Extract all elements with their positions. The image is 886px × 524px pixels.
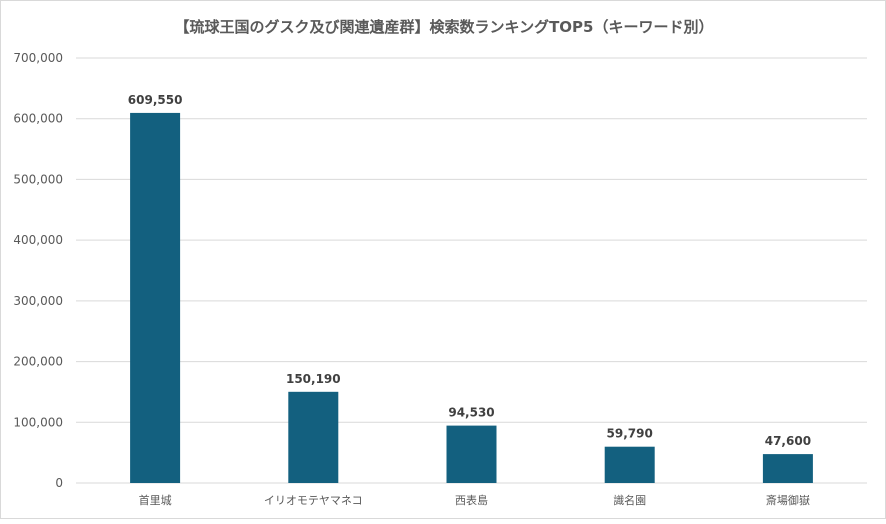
x-tick-label: 西表島 — [455, 493, 488, 507]
y-tick-label: 500,000 — [13, 172, 63, 186]
x-tick-label: 首里城 — [139, 493, 172, 507]
data-label: 47,600 — [765, 434, 811, 448]
y-tick-label: 400,000 — [13, 233, 63, 247]
chart-title: 【琉球王国のグスク及び関連遺産群】検索数ランキングTOP5（キーワード別） — [175, 18, 714, 36]
x-tick-label: 識名園 — [613, 493, 646, 507]
data-label: 94,530 — [448, 406, 494, 420]
data-label: 59,790 — [607, 427, 653, 441]
y-tick-label: 100,000 — [13, 415, 63, 429]
data-label: 609,550 — [128, 93, 183, 107]
bar — [130, 112, 181, 483]
data-label: 150,190 — [286, 372, 341, 386]
x-tick-label: 斎場御嶽 — [766, 493, 810, 507]
y-tick-label: 600,000 — [13, 112, 63, 126]
y-tick-label: 700,000 — [13, 51, 63, 65]
x-tick-label: イリオモテヤマネコ — [264, 494, 363, 507]
bar — [604, 446, 655, 483]
y-tick-label: 200,000 — [13, 355, 63, 369]
y-tick-label: 300,000 — [13, 294, 63, 308]
bar — [762, 454, 813, 483]
y-tick-label: 0 — [55, 476, 63, 490]
bar — [446, 425, 497, 483]
bar — [288, 391, 339, 483]
